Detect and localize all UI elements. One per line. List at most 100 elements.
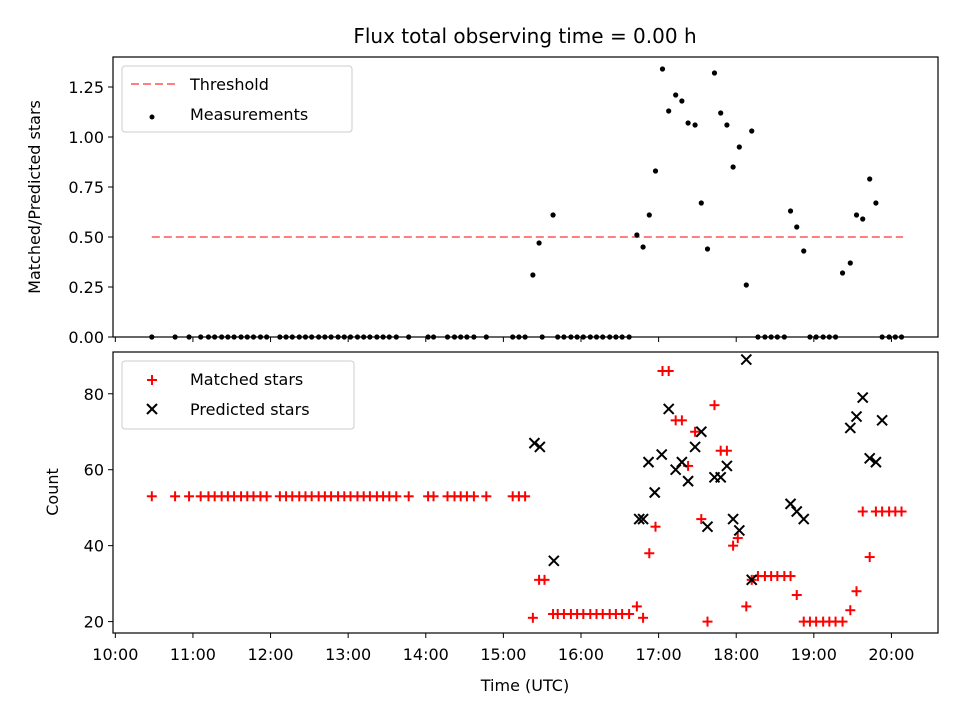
x-tick-label: 18:00 <box>713 645 759 664</box>
x-tick-label: 19:00 <box>791 645 837 664</box>
x-tick-label: 13:00 <box>325 645 371 664</box>
measurement-point <box>711 70 718 76</box>
measurement-point <box>839 270 846 276</box>
matched-star-point <box>663 365 674 376</box>
top-y-axis-label: Matched/Predicted stars <box>25 100 44 294</box>
measurement-point <box>794 224 800 230</box>
matched-star-point <box>732 533 743 544</box>
x-tick-label: 14:00 <box>403 645 449 664</box>
matched-star-point <box>624 609 635 620</box>
predicted-star-point <box>798 513 810 525</box>
predicted-star-point <box>642 456 655 468</box>
matched-stars-points <box>146 365 907 627</box>
bottom-y-tick-label: 80 <box>84 385 104 404</box>
matched-star-point <box>631 601 642 612</box>
bottom-y-tick-label: 60 <box>84 461 104 480</box>
measurement-point <box>801 248 807 254</box>
bottom-y-tick-label: 40 <box>84 537 104 556</box>
measurement-point <box>860 216 866 222</box>
matched-star-point <box>702 616 713 627</box>
measurement-point <box>698 200 704 206</box>
measurement-point <box>743 282 749 288</box>
x-tick-label: 11:00 <box>170 645 216 664</box>
measurement-point <box>724 122 730 128</box>
measurement-point <box>736 144 742 150</box>
measurement-point <box>730 164 736 170</box>
predicted-star-point <box>633 513 645 525</box>
predicted-star-point <box>727 513 739 525</box>
legend-threshold-label: Threshold <box>189 75 269 94</box>
matched-star-point <box>741 601 752 612</box>
legend-predicted-label: Predicted stars <box>190 400 310 419</box>
predicted-star-point <box>695 426 707 438</box>
predicted-star-point <box>662 403 675 415</box>
measurement-point <box>673 92 679 98</box>
top-y-tick-label: 0.75 <box>68 178 104 197</box>
measurement-points <box>149 66 905 340</box>
x-tick-label: 15:00 <box>480 645 526 664</box>
measurement-point <box>640 244 646 250</box>
x-axis-label: Time (UTC) <box>480 676 569 695</box>
predicted-star-point <box>863 452 876 465</box>
measurement-point <box>847 260 853 266</box>
legend-matched-swatch <box>147 375 157 385</box>
bottom-y-tick-label: 20 <box>84 613 104 632</box>
matched-star-point <box>864 552 875 563</box>
predicted-star-point <box>857 391 869 404</box>
matched-star-point <box>428 491 439 502</box>
predicted-star-point <box>850 410 863 423</box>
matched-star-point <box>184 491 195 502</box>
measurement-point <box>679 98 685 104</box>
matched-star-point <box>851 586 862 597</box>
predicted-star-point <box>682 475 694 487</box>
predicted-star-point <box>714 471 727 484</box>
matched-star-point <box>403 491 414 502</box>
predicted-star-point <box>844 422 857 434</box>
matched-star-point <box>690 426 701 437</box>
bottom-legend-box <box>121 360 355 430</box>
predicted-star-point <box>701 520 714 533</box>
legend-measurements-swatch <box>149 114 155 120</box>
matched-star-point <box>170 491 181 502</box>
matched-star-point <box>644 548 655 559</box>
measurement-point <box>659 66 666 72</box>
predicted-stars-points <box>528 353 888 586</box>
top-panel: 0.00 0.25 0.50 0.75 1.00 1.25 Matched/Predict… <box>25 56 939 347</box>
matched-star-point <box>638 612 649 623</box>
measurement-point <box>718 110 724 116</box>
top-legend: Threshold Measurements <box>121 65 353 133</box>
matched-star-point <box>857 506 868 517</box>
bottom-legend: Matched stars Predicted stars <box>121 360 355 430</box>
legend-predicted-swatch <box>146 403 158 415</box>
predicted-star-point <box>548 555 560 567</box>
measurement-point <box>787 208 794 214</box>
bottom-y-ticks: 20 40 60 80 <box>84 385 113 632</box>
measurement-point <box>550 212 556 218</box>
legend-measurements-label: Measurements <box>190 105 308 124</box>
matched-star-point <box>676 415 687 426</box>
predicted-star-point <box>746 574 758 586</box>
measurement-point <box>704 246 711 252</box>
measurement-point <box>646 212 652 218</box>
x-tick-label: 17:00 <box>636 645 682 664</box>
x-tick-label: 16:00 <box>558 645 604 664</box>
measurement-point <box>530 272 536 278</box>
matched-star-point <box>785 571 796 582</box>
predicted-star-point <box>655 448 668 461</box>
measurement-point <box>685 120 691 126</box>
matched-star-point <box>837 616 848 627</box>
measurement-point <box>634 232 640 238</box>
measurement-point <box>652 168 659 174</box>
predicted-star-point <box>637 513 649 525</box>
measurement-point <box>853 212 860 218</box>
measurement-point <box>692 122 698 128</box>
matched-star-point <box>721 445 732 456</box>
x-tick-label: 12:00 <box>247 645 293 664</box>
matched-star-point <box>520 491 531 502</box>
measurement-point <box>536 240 542 246</box>
measurement-point <box>867 176 873 182</box>
matched-star-point <box>728 540 739 551</box>
matched-star-point <box>650 521 661 532</box>
